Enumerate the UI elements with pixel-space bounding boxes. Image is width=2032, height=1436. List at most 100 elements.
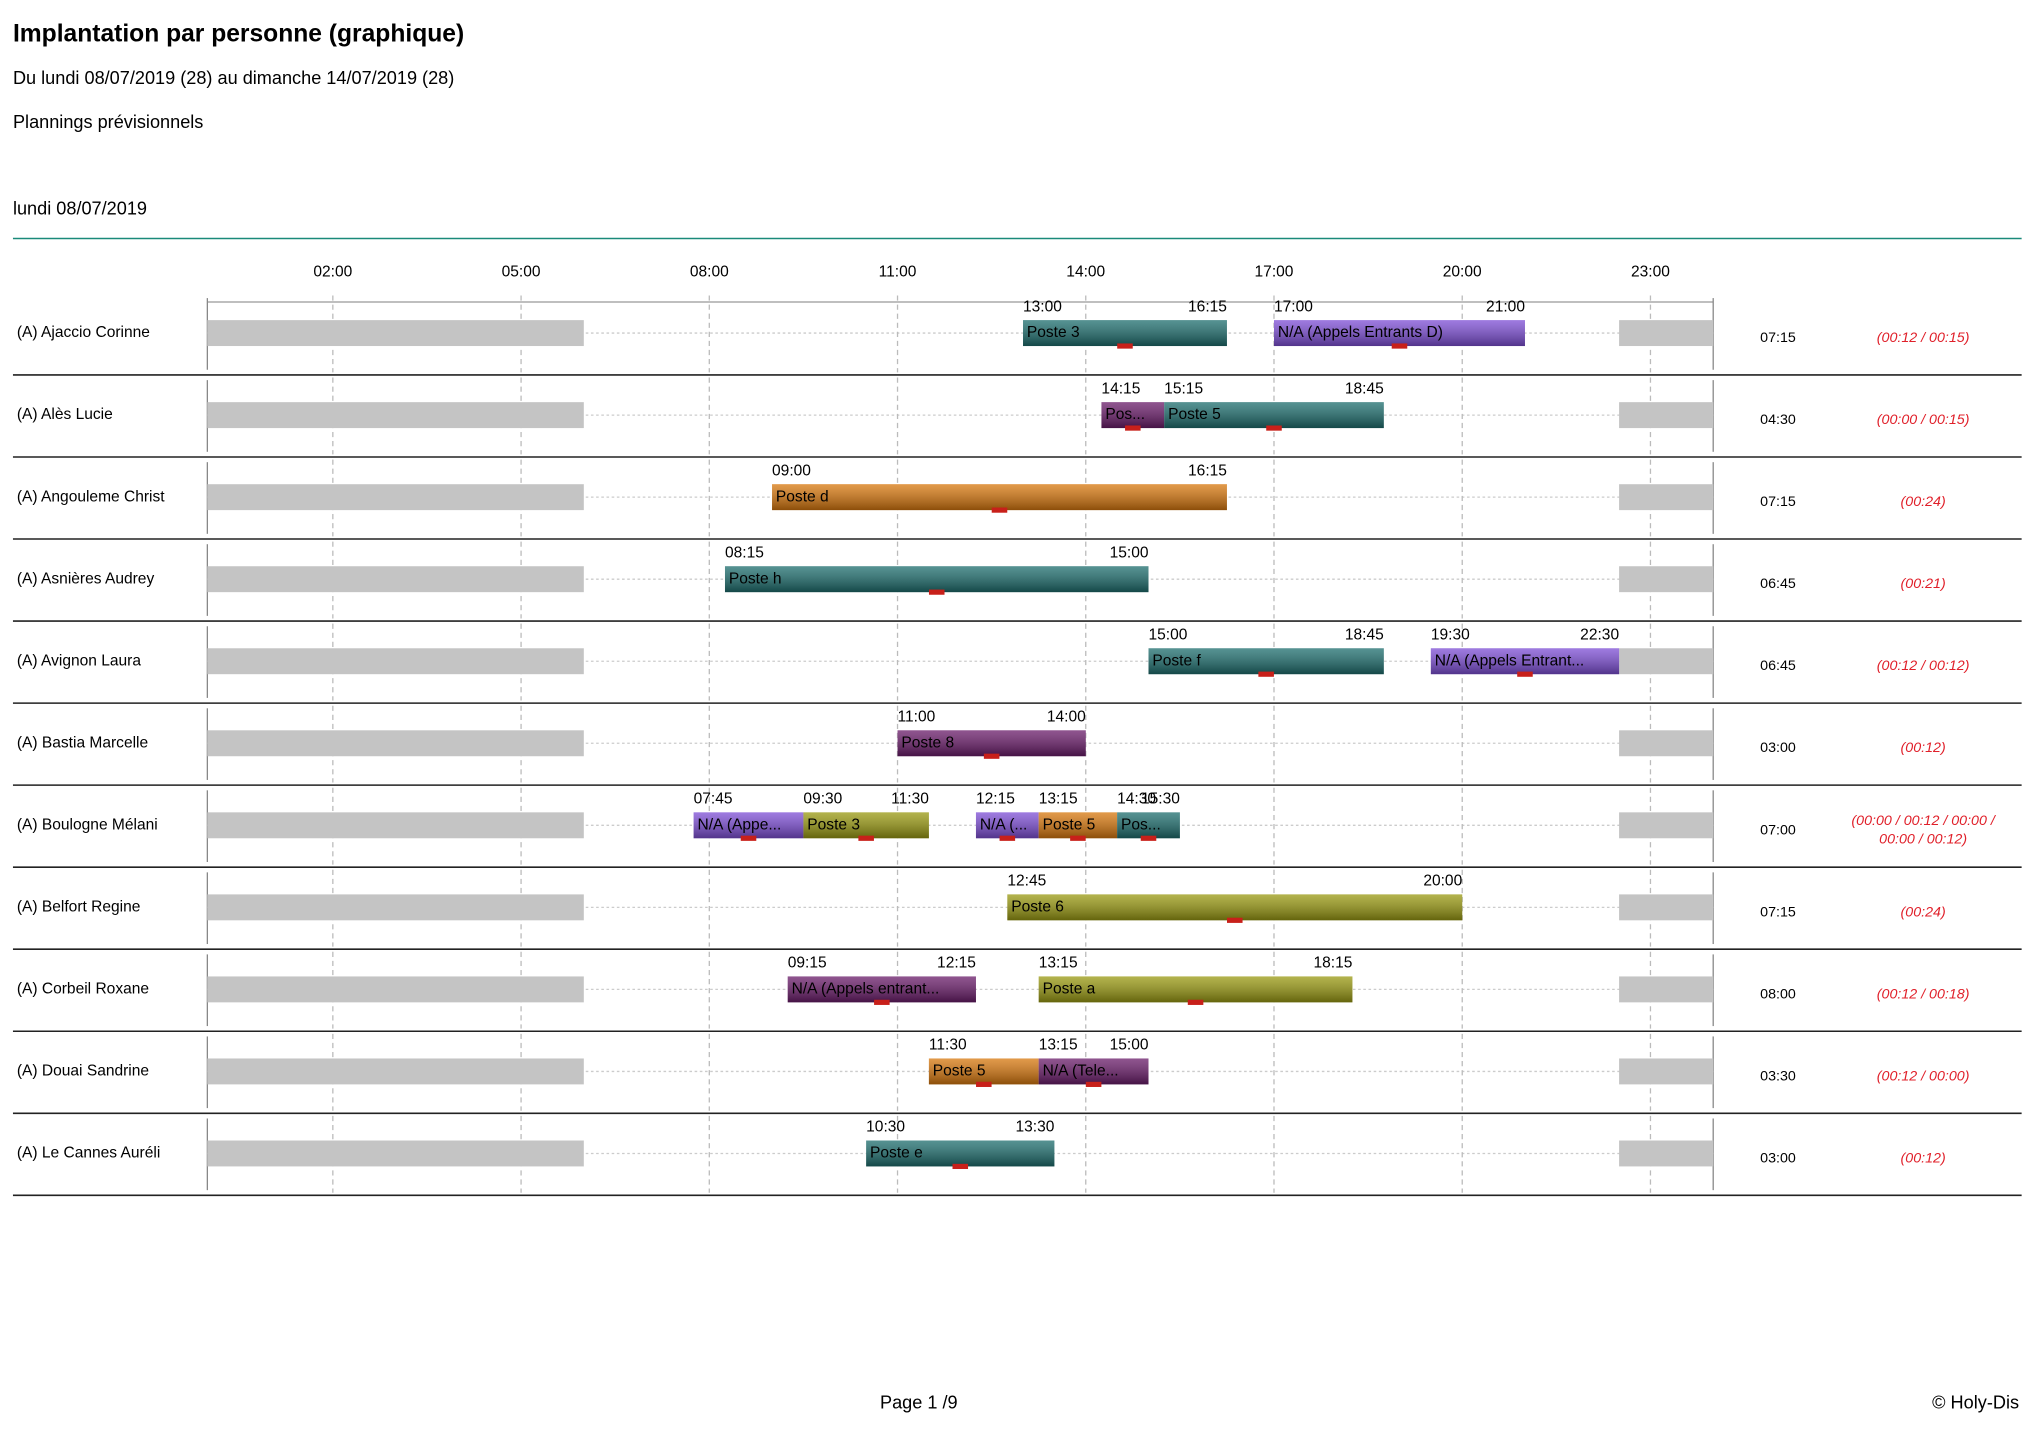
break-marker (1125, 425, 1141, 431)
night-zone (1619, 402, 1714, 429)
axis-tick-label: 05:00 (502, 263, 541, 280)
segment-label: N/A (Tele... (1043, 1063, 1119, 1080)
break-marker (1070, 835, 1086, 841)
segment-shade (1038, 812, 1118, 839)
page-number: Page 1 /9 (880, 1392, 958, 1412)
counters: (00:12 / 00:18) (1877, 986, 1970, 1002)
night-zone (207, 1140, 584, 1167)
time-label: 11:30 (891, 790, 929, 807)
counters: (00:21) (1901, 576, 1946, 592)
copyright: © Holy-Dis (1932, 1392, 2019, 1412)
axis-tick-label: 14:00 (1066, 263, 1105, 280)
counters: (00:24) (1901, 904, 1946, 920)
axis-tick-label: 17:00 (1255, 263, 1294, 280)
person-name: (A) Avignon Laura (17, 652, 142, 669)
night-zone (207, 484, 584, 511)
segment-shade (1038, 1058, 1149, 1085)
total: 08:00 (1760, 986, 1796, 1002)
gantt: 02:00 05:00 08:00 11:00 14:00 17:00 20:00 23:00… (12, 263, 2022, 1197)
break-marker (991, 507, 1008, 513)
break-marker (952, 1163, 969, 1170)
time-label: 17:00 (1274, 298, 1313, 315)
night-zone (207, 976, 584, 1003)
night-zone (1619, 320, 1714, 347)
time-label: 13:15 (1039, 790, 1078, 807)
total: 07:15 (1760, 494, 1796, 510)
axis-tick-label: 23:00 (1631, 263, 1670, 280)
axis-tick-label: 08:00 (690, 263, 729, 280)
person-name: (A) Angouleme Christ (17, 488, 165, 505)
segment-label: N/A (... (980, 816, 1028, 833)
night-zone (207, 894, 584, 921)
total: 06:45 (1760, 576, 1796, 592)
time-label: 13:15 (1039, 955, 1078, 972)
segment-shade (1164, 402, 1384, 429)
counters: (00:12) (1901, 1150, 1946, 1166)
segment-label: Poste f (1152, 652, 1201, 669)
counters: (00:12) (1901, 740, 1946, 756)
night-zone (207, 566, 584, 593)
time-label: 09:00 (772, 462, 811, 479)
segment-label: N/A (Appels entrant... (792, 980, 940, 997)
break-marker (858, 835, 874, 841)
time-label: 20:00 (1423, 873, 1462, 890)
person-name: (A) Le Cannes Auréli (17, 1145, 160, 1162)
night-zone (207, 1058, 584, 1085)
time-label: 12:15 (976, 790, 1015, 807)
time-label: 15:00 (1110, 1037, 1149, 1054)
counters: 00:00 / 00:12) (1879, 831, 1967, 847)
segment-label: Poste 5 (1043, 816, 1096, 833)
segment-shade (803, 812, 929, 839)
night-zone (1619, 812, 1714, 839)
time-label: 15:15 (1164, 380, 1203, 397)
segment-label: Poste e (870, 1145, 923, 1162)
night-zone (207, 812, 584, 839)
night-zone (1619, 648, 1714, 675)
person-name: (A) Asnières Audrey (17, 570, 155, 587)
night-zone (1619, 730, 1714, 757)
segment-label: Poste d (776, 488, 829, 505)
time-label: 12:15 (937, 955, 976, 972)
person-name: (A) Alès Lucie (17, 406, 113, 423)
break-marker (983, 753, 1000, 759)
total: 03:30 (1760, 1068, 1796, 1084)
break-marker (1258, 671, 1274, 677)
title: Implantation par personne (graphique) (13, 20, 464, 47)
time-label: 14:15 (1101, 380, 1140, 397)
segment-shade (975, 812, 1039, 839)
segment-shade (1023, 320, 1227, 347)
segment-label: Poste 8 (901, 734, 954, 751)
break-marker (1140, 835, 1157, 841)
time-label: 09:30 (803, 790, 842, 807)
time-label: 07:45 (694, 790, 733, 807)
break-marker (874, 999, 890, 1005)
night-zone (1619, 894, 1714, 921)
person-name: (A) Belfort Regine (17, 898, 141, 915)
night-zone (1619, 484, 1714, 511)
break-marker (1117, 343, 1133, 349)
time-label: 22:30 (1580, 626, 1619, 643)
break-marker (1187, 999, 1204, 1005)
segment-shade (693, 812, 804, 839)
person-name: (A) Ajaccio Corinne (17, 324, 150, 341)
person-name: (A) Boulogne Mélani (17, 816, 158, 833)
night-zone (1619, 566, 1714, 593)
segment-label: Poste 6 (1011, 898, 1064, 915)
axis-tick-label: 11:00 (879, 263, 917, 280)
time-label: 11:00 (898, 708, 936, 725)
break-marker (1517, 671, 1533, 677)
night-zone (207, 730, 584, 757)
time-label: 08:15 (725, 544, 764, 561)
break-marker (1266, 425, 1282, 431)
time-label: 09:15 (788, 955, 827, 972)
break-marker (928, 589, 945, 595)
segment-shade (1430, 648, 1620, 675)
time-label: 15:00 (1110, 544, 1149, 561)
total: 06:45 (1760, 658, 1796, 674)
night-zone (1619, 976, 1714, 1003)
time-label: 13:00 (1023, 298, 1062, 315)
break-marker (999, 835, 1016, 841)
time-label: 10:30 (866, 1119, 905, 1136)
segment-shade (1038, 976, 1353, 1003)
